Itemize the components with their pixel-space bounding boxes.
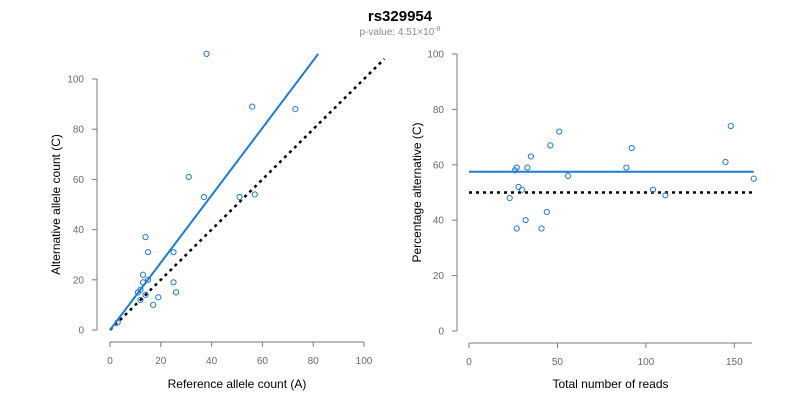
data-point: [114, 319, 121, 326]
data-point: [538, 225, 545, 232]
data-point: [292, 106, 299, 113]
data-point: [543, 208, 550, 215]
data-point: [249, 103, 256, 110]
reference-line: [109, 58, 386, 331]
y-tick-label: 60: [433, 160, 445, 171]
data-point: [506, 194, 513, 202]
x-tick-label: 100: [638, 357, 655, 368]
y-tick-label: 80: [433, 105, 445, 116]
data-point: [623, 164, 630, 171]
data-point: [145, 276, 152, 283]
x-tick-label: 0: [107, 356, 113, 367]
y-tick-label: 40: [73, 225, 85, 236]
data-point: [150, 301, 157, 308]
data-point: [515, 183, 522, 191]
y-tick-label: 60: [73, 175, 85, 186]
data-point: [524, 164, 531, 171]
data-point: [170, 279, 177, 286]
y-tick-label: 20: [73, 275, 85, 286]
data-point: [251, 191, 258, 198]
data-point: [662, 192, 669, 199]
subtitle-exponent: -8: [434, 26, 440, 33]
y-axis-label: Alternative allele count (C): [49, 134, 63, 275]
x-tick-label: 150: [726, 357, 743, 368]
subtitle-mantissa: 4.51: [398, 27, 418, 38]
data-point: [137, 296, 144, 303]
y-tick-label: 100: [67, 75, 84, 86]
y-axis-label: Percentage alternative (C): [410, 122, 424, 262]
data-point: [564, 172, 572, 179]
data-point: [139, 279, 147, 286]
x-tick-label: 100: [356, 356, 373, 367]
x-tick-label: 60: [257, 356, 269, 367]
data-point: [518, 186, 526, 193]
data-point: [200, 193, 208, 201]
data-point: [142, 234, 149, 241]
data-point: [727, 122, 734, 130]
y-tick-label: 40: [433, 216, 445, 227]
data-point: [145, 249, 152, 256]
x-tick-label: 50: [552, 357, 564, 368]
scatter-panel-percentage: 0 50 100 150 0 20 40 60 80 100 Total number of rea…: [410, 50, 757, 391]
data-point: [185, 173, 192, 180]
subtitle-prefix: p-value:: [359, 27, 397, 38]
x-tick-label: 80: [308, 356, 320, 367]
data-point: [142, 291, 149, 298]
y-tick-label: 100: [427, 50, 444, 61]
chart-title: rs329954: [368, 8, 433, 25]
data-point: [172, 289, 180, 296]
data-point: [137, 286, 144, 293]
data-point: [203, 50, 210, 58]
data-point: [628, 145, 635, 152]
y-tick-label: 0: [438, 327, 444, 338]
x-tick-label: 40: [206, 356, 218, 367]
scatter-panel-allele-counts: 0 20 40 60 80 100 0 20 40 60 80 100 Reference allele…: [49, 50, 386, 391]
data-point: [547, 142, 554, 149]
data-point: [750, 175, 757, 182]
y-tick-label: 80: [73, 125, 85, 136]
data-point: [649, 186, 657, 193]
chart-subtitle: p-value: 4.51×10-8: [359, 26, 440, 38]
data-point: [155, 294, 162, 301]
data-point: [513, 164, 520, 171]
y-tick-label: 20: [433, 271, 445, 282]
x-tick-label: 20: [155, 356, 167, 367]
x-axis-label: Total number of reads: [552, 377, 668, 391]
subtitle-times: ×10: [417, 27, 434, 38]
data-point: [139, 271, 147, 278]
x-tick-label: 0: [466, 357, 472, 368]
x-axis-label: Reference allele count (A): [168, 377, 307, 391]
data-point: [722, 158, 729, 166]
data-point: [236, 193, 243, 201]
data-point: [170, 249, 177, 256]
data-point: [556, 128, 563, 135]
fit-line: [109, 53, 320, 331]
data-point: [522, 217, 529, 224]
data-point: [527, 153, 535, 160]
data-point: [513, 225, 520, 232]
y-tick-label: 0: [78, 326, 84, 337]
